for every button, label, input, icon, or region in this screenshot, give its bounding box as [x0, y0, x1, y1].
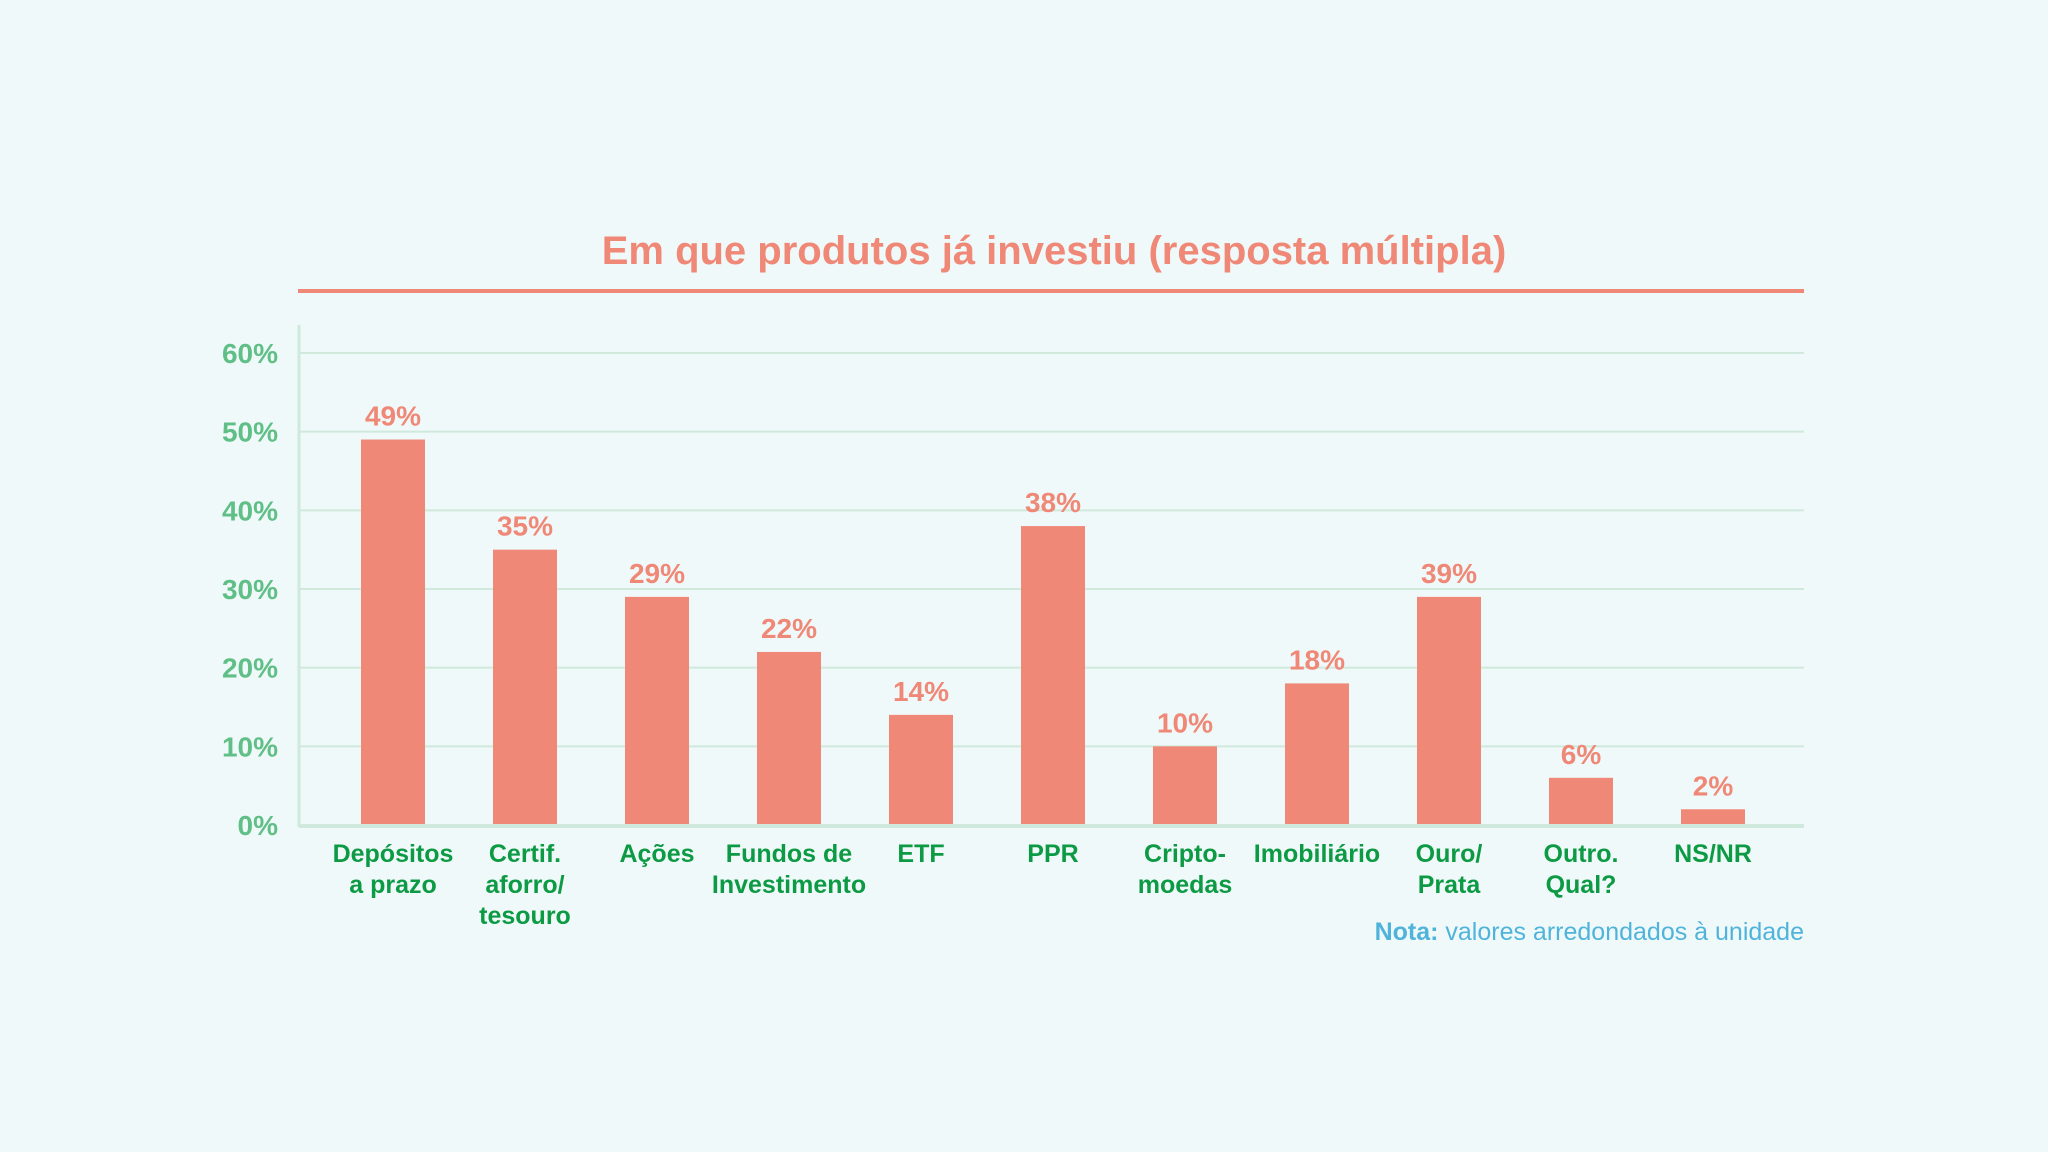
data-label: 14% [893, 676, 949, 707]
x-category-label-line: Ações [619, 840, 694, 868]
bar [1021, 526, 1085, 825]
x-category-label-line: aforro/ [485, 871, 564, 899]
x-category-label: Imobiliário [1254, 840, 1380, 868]
x-category-label-line: Prata [1418, 871, 1482, 899]
x-category-label-line: moedas [1138, 871, 1232, 899]
x-category-label-line: ETF [897, 840, 944, 868]
data-label: 39% [1421, 558, 1477, 589]
x-category-label: Ações [619, 840, 694, 868]
footnote-text: valores arredondados à unidade [1438, 918, 1804, 946]
bar [493, 549, 557, 825]
x-category-label-line: Certif. [489, 840, 561, 868]
chart-title: Em que produtos já investiu (resposta mú… [602, 229, 1507, 273]
x-category-label: PPR [1027, 840, 1078, 868]
x-category-label: Ouro/Prata [1416, 840, 1483, 899]
x-category-label-line: tesouro [479, 902, 571, 930]
y-tick-label: 40% [222, 495, 278, 526]
bar [625, 596, 689, 825]
data-label: 29% [629, 558, 685, 589]
data-label: 2% [1693, 770, 1734, 801]
x-category-label-line: Qual? [1546, 871, 1617, 899]
y-tick-label: 0% [238, 810, 279, 841]
bar [1681, 809, 1745, 825]
data-label: 6% [1561, 739, 1602, 770]
y-tick-label: 50% [222, 417, 278, 448]
bar [1153, 746, 1217, 825]
y-tick-label: 30% [222, 574, 278, 605]
x-category-label: NS/NR [1674, 840, 1752, 868]
x-category-label-line: Cripto- [1144, 840, 1226, 868]
bar [889, 714, 953, 825]
bar [1549, 777, 1613, 825]
y-tick-label: 60% [222, 338, 278, 369]
bar [1285, 683, 1349, 825]
bar [757, 651, 821, 825]
x-category-label-line: Ouro/ [1416, 840, 1483, 868]
data-label: 22% [761, 613, 817, 644]
x-category-label-line: Fundos de [726, 840, 852, 868]
x-category-label: Cripto-moedas [1138, 840, 1232, 899]
x-category-label-line: PPR [1027, 840, 1078, 868]
x-category-label-line: NS/NR [1674, 840, 1752, 868]
footnote: Nota: valores arredondados à unidade [1375, 918, 1804, 946]
data-label: 38% [1025, 487, 1081, 518]
bars: 49% Depósitos a prazo 35% Certif. aforro/teso… [333, 401, 1752, 930]
x-category-label: Depósitos a prazo [333, 840, 454, 899]
y-tick-label: 20% [222, 653, 278, 684]
data-label: 35% [497, 511, 553, 542]
data-label: 49% [365, 401, 421, 432]
x-category-label-line: Outro. [1544, 840, 1619, 868]
y-tick-label: 10% [222, 731, 278, 762]
x-category-label: Outro. Qual? [1544, 840, 1619, 899]
x-category-label-line: Investimento [712, 871, 866, 899]
footnote-bold: Nota: [1375, 918, 1439, 946]
x-category-label: Fundos de Investimento [712, 840, 866, 899]
x-category-label-line: Imobiliário [1254, 840, 1380, 868]
bar [1417, 596, 1481, 825]
x-category-label-line: Depósitos [333, 840, 454, 868]
x-category-label: ETF [897, 840, 944, 868]
x-category-label-line: a prazo [349, 871, 437, 899]
data-label: 10% [1157, 707, 1213, 738]
bar [361, 439, 425, 825]
x-category-label: Certif. aforro/tesouro [479, 840, 571, 930]
data-label: 18% [1289, 644, 1345, 675]
